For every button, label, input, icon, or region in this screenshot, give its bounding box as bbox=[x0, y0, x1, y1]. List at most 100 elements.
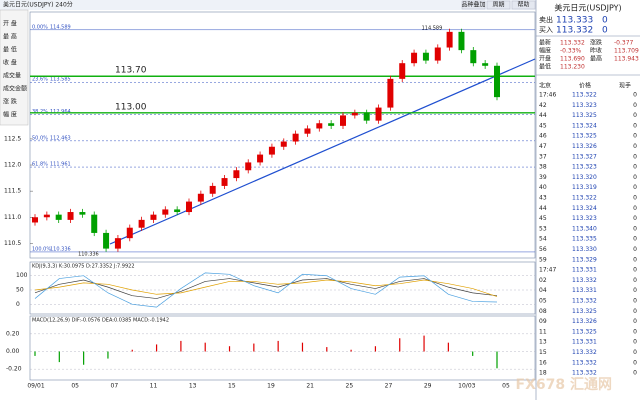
y-tick-label: 112.5 bbox=[4, 135, 21, 142]
tick-row-cell: 113.323 bbox=[572, 102, 597, 109]
quote-stat: -0.33% bbox=[560, 48, 582, 55]
candle-body bbox=[245, 162, 252, 171]
tick-row-cell: 0 bbox=[633, 256, 637, 263]
toolbar-item: 最 高 bbox=[3, 33, 17, 41]
watermark: FX678 汇通网 bbox=[516, 377, 612, 393]
level-label: 113.00 bbox=[115, 102, 147, 112]
tick-row-cell: 43 bbox=[539, 195, 547, 202]
fib-value: 110.336 bbox=[50, 246, 71, 252]
tick-row-cell: 113.332 bbox=[572, 370, 597, 377]
tick-row-cell: 113.319 bbox=[572, 184, 597, 191]
quote-stat: 113.332 bbox=[560, 40, 585, 47]
tick-row-cell: 113.332 bbox=[572, 277, 597, 284]
quote-sell-qty: 0 bbox=[602, 16, 608, 26]
quote-sell-price: 113.333 bbox=[556, 16, 593, 26]
tick-row-cell: 113.322 bbox=[572, 195, 597, 202]
candle-body bbox=[375, 107, 382, 121]
window-button-label: 帮助 bbox=[517, 1, 529, 9]
level-label: 113.70 bbox=[115, 66, 147, 76]
tick-row-cell: 0 bbox=[633, 112, 637, 119]
tick-row-cell: 113.332 bbox=[572, 298, 597, 305]
tick-row-cell: 0 bbox=[633, 370, 637, 377]
candle-body bbox=[197, 193, 204, 202]
quote-stat: 最高 bbox=[590, 55, 602, 63]
candle-body bbox=[126, 227, 133, 239]
x-tick-label: 15 bbox=[228, 383, 236, 390]
tick-row-cell: 113.331 bbox=[572, 267, 597, 274]
x-tick-label: 27 bbox=[385, 383, 393, 390]
candle-body bbox=[162, 209, 169, 215]
candle-body bbox=[43, 214, 50, 218]
quote-title: 美元日元(USDJPY) bbox=[554, 3, 621, 13]
candle-body bbox=[328, 123, 335, 126]
tick-row-cell: 02 bbox=[539, 277, 547, 284]
tick-row-cell: 0 bbox=[633, 102, 637, 109]
candle-body bbox=[280, 141, 287, 147]
tick-row-cell: 0 bbox=[633, 143, 637, 150]
candle-body bbox=[79, 212, 86, 215]
tick-row-cell: 113.325 bbox=[572, 328, 597, 335]
quote-stat: 113.709 bbox=[614, 48, 639, 55]
candle-body bbox=[292, 133, 299, 142]
tick-row-cell: 08 bbox=[539, 308, 547, 315]
quote-header: 价格 bbox=[579, 82, 591, 90]
tick-row-cell: 0 bbox=[633, 359, 637, 366]
price-pane bbox=[29, 11, 536, 259]
quote-header: 现手 bbox=[619, 82, 631, 90]
window-button[interactable] bbox=[486, 0, 511, 10]
tick-row-cell: 0 bbox=[633, 349, 637, 356]
y-tick-label: 112.0 bbox=[4, 162, 21, 169]
tick-row-cell: 37 bbox=[539, 153, 547, 160]
tick-row-cell: 113.325 bbox=[572, 133, 597, 140]
tick-row-cell: 17:47 bbox=[539, 267, 556, 274]
tick-row-cell: 0 bbox=[633, 153, 637, 160]
candle-body bbox=[233, 170, 240, 179]
x-tick-label: 05 bbox=[502, 383, 510, 390]
tick-row-cell: 0 bbox=[633, 339, 637, 346]
candle-body bbox=[174, 209, 181, 213]
tick-row-cell: 113.331 bbox=[572, 339, 597, 346]
window-button[interactable] bbox=[461, 0, 486, 10]
candle-body bbox=[221, 178, 228, 186]
x-tick-label: 10/03 bbox=[458, 383, 475, 390]
toolbar-item: 最 低 bbox=[3, 46, 17, 54]
tick-row-cell: 42 bbox=[539, 102, 547, 109]
x-tick-label: 09/01 bbox=[27, 383, 44, 390]
tick-row-cell: 40 bbox=[539, 184, 547, 191]
candle-body bbox=[67, 212, 74, 220]
candle-body bbox=[446, 31, 453, 48]
tick-row-cell: 59 bbox=[539, 256, 547, 263]
candle-body bbox=[422, 52, 429, 61]
tick-row-cell: 44 bbox=[539, 112, 547, 119]
quote-buy-qty: 0 bbox=[602, 26, 608, 36]
fib-label: 61.8% bbox=[32, 162, 48, 168]
tick-row-cell: 113.324 bbox=[572, 122, 597, 129]
quote-stat: 幅度 bbox=[539, 47, 551, 55]
tick-row-cell: 44 bbox=[539, 205, 547, 212]
kdj-line bbox=[34, 272, 498, 308]
window-button[interactable] bbox=[511, 0, 536, 10]
kdj-tick-label: 50 bbox=[16, 287, 24, 294]
candle-body bbox=[351, 112, 358, 116]
kdj-title: KDJ(9,3,3) K:30.0975 D:27.3352 J:7.9922 bbox=[32, 264, 135, 270]
tick-row-cell: 113.325 bbox=[572, 308, 597, 315]
window-button-label: 品种叠加 bbox=[461, 1, 485, 9]
high-label: 114.589 bbox=[422, 25, 443, 31]
x-tick-label: 07 bbox=[111, 383, 119, 390]
tick-row-cell: 113.323 bbox=[572, 215, 597, 222]
tick-row-cell: 56 bbox=[539, 246, 547, 253]
candle-body bbox=[150, 214, 157, 220]
tick-row-cell: 13 bbox=[539, 339, 547, 346]
tick-row-cell: 38 bbox=[539, 164, 547, 171]
candle-body bbox=[304, 128, 311, 134]
candle-body bbox=[186, 201, 192, 213]
x-tick-label: 05 bbox=[71, 383, 79, 390]
fib-value: 114.589 bbox=[50, 24, 71, 30]
toolbar-item: 收 盘 bbox=[3, 59, 17, 67]
title-bar bbox=[0, 0, 536, 10]
candle-body bbox=[257, 154, 264, 163]
tick-row-cell: 113.325 bbox=[572, 112, 597, 119]
tick-row-cell: 45 bbox=[539, 122, 547, 129]
y-tick-label: 111.0 bbox=[4, 214, 21, 221]
